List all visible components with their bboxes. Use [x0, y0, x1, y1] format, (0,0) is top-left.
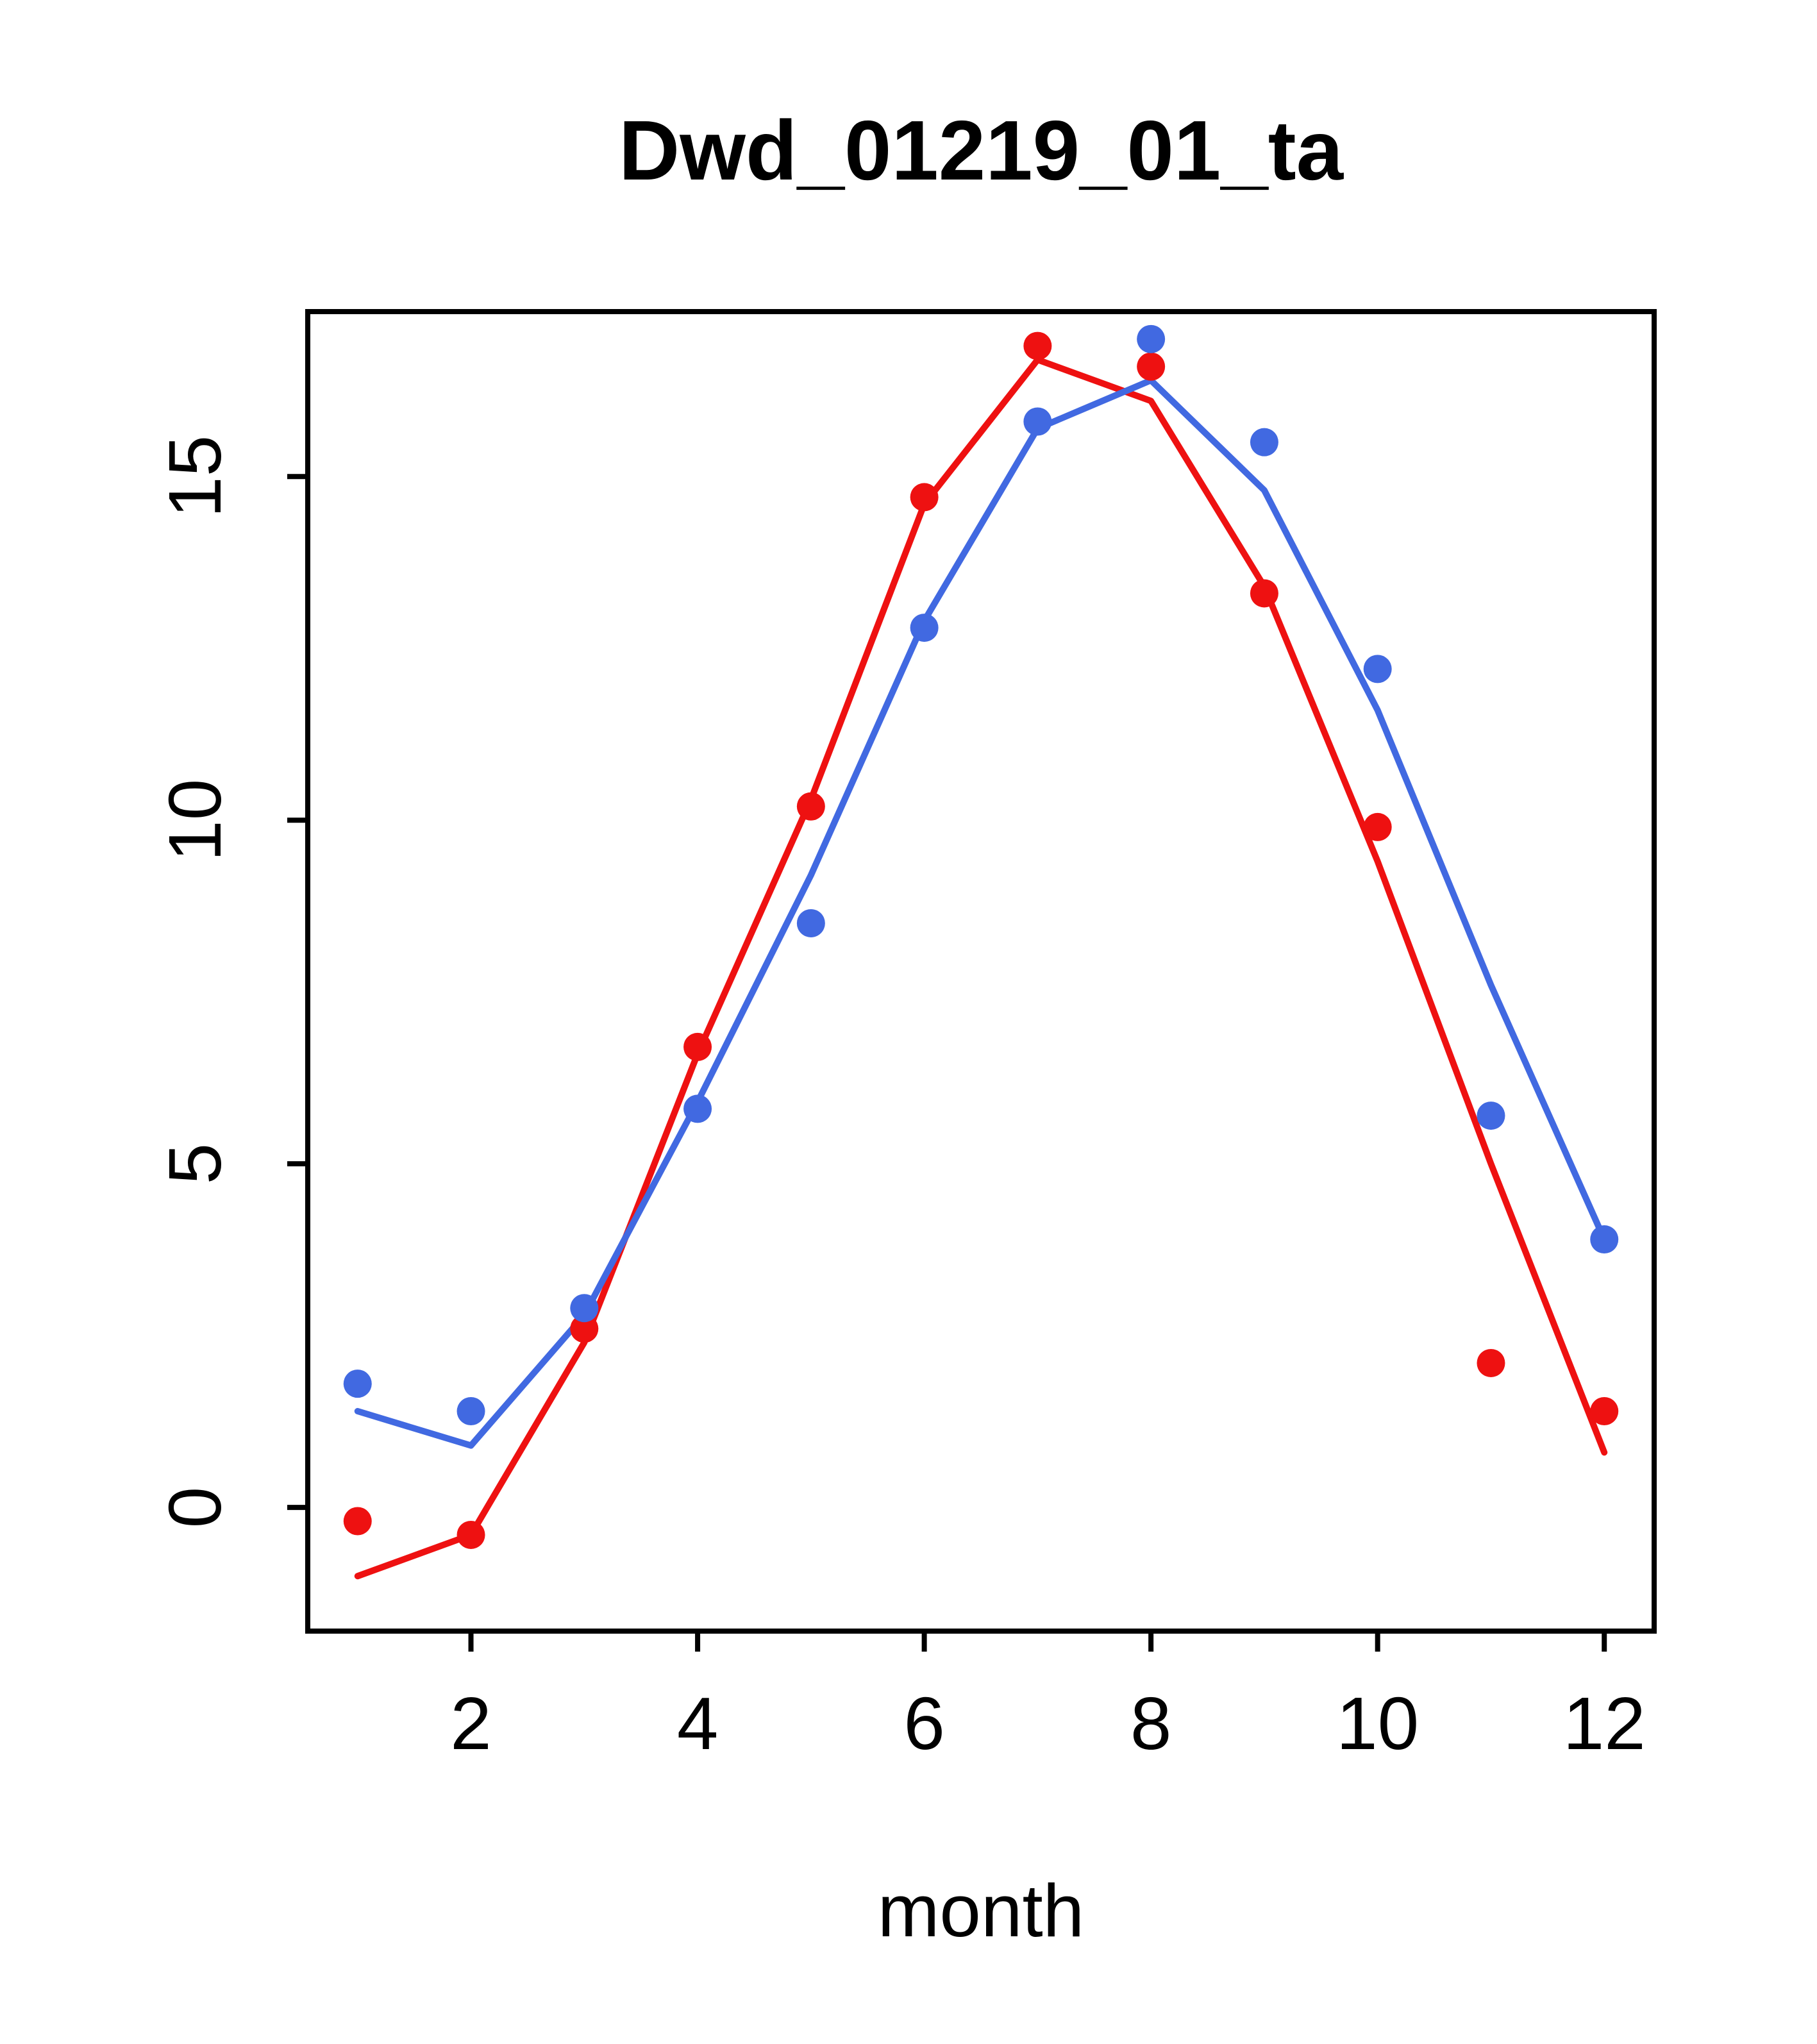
- red-series-point: [1477, 1348, 1505, 1377]
- y-tick-label: 0: [153, 1487, 237, 1529]
- red-series-point: [1363, 812, 1392, 841]
- red-series-line: [354, 356, 1608, 1580]
- blue-series-point: [1023, 407, 1052, 436]
- red-series-point: [683, 1032, 712, 1061]
- x-axis-title: month: [878, 1869, 1084, 1952]
- blue-series-point: [570, 1294, 599, 1323]
- red-series-point: [910, 483, 939, 512]
- y-tick-label: 5: [153, 1143, 237, 1185]
- x-tick-label: 6: [903, 1682, 945, 1765]
- y-tick-label: 10: [153, 779, 237, 862]
- x-tick-label: 8: [1130, 1682, 1172, 1765]
- blue-series-point: [343, 1370, 372, 1398]
- x-tick-label: 4: [677, 1682, 719, 1765]
- x-tick-label: 12: [1563, 1682, 1646, 1765]
- red-series-point: [570, 1314, 599, 1343]
- red-series-point: [1590, 1397, 1619, 1425]
- blue-series-point: [1477, 1102, 1505, 1130]
- red-series-point: [1250, 579, 1278, 608]
- x-tick-label: 2: [450, 1682, 492, 1765]
- blue-series-line: [354, 377, 1608, 1449]
- blue-series-point: [683, 1094, 712, 1123]
- blue-series-point: [910, 614, 939, 642]
- blue-series-point: [1137, 324, 1166, 353]
- blue-series-point: [796, 909, 825, 937]
- blue-series-point: [1590, 1225, 1619, 1254]
- blue-series-point: [1250, 428, 1278, 457]
- red-series-point: [1023, 331, 1052, 360]
- plot-area: 2 4 6 8 10 12 0 5 10 15: [153, 309, 1657, 1765]
- x-tick-label: 10: [1336, 1682, 1419, 1765]
- red-series-point: [796, 792, 825, 821]
- red-series-point: [456, 1520, 485, 1549]
- y-tick-label: 15: [153, 435, 237, 518]
- red-series-point: [1137, 352, 1166, 381]
- blue-series-point: [1363, 655, 1392, 683]
- chart-title: Dwd_01219_01_ta: [619, 103, 1344, 197]
- blue-series-point: [456, 1397, 485, 1425]
- plot-box: [305, 309, 1657, 1634]
- red-series-point: [343, 1507, 372, 1536]
